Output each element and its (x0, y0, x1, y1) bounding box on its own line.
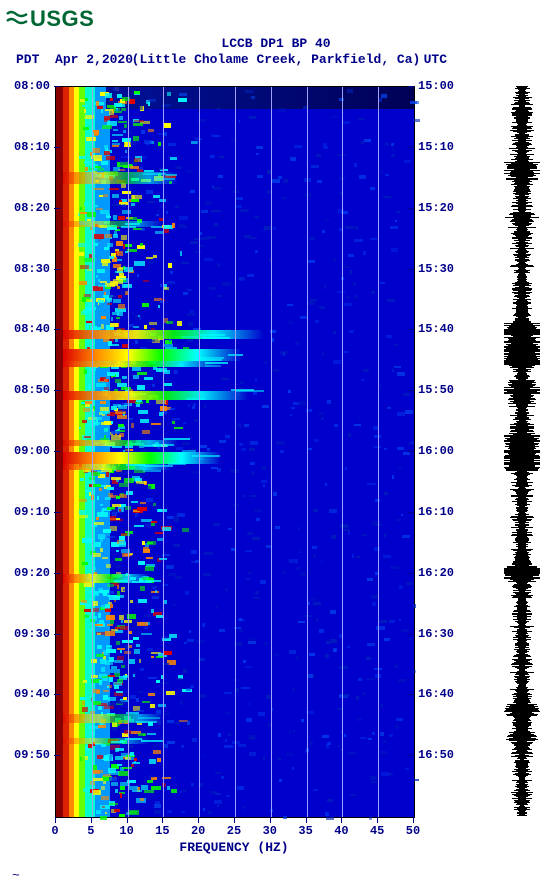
y-tick-left: 09:00 (14, 444, 54, 458)
y-tick-right: 15:00 (418, 79, 458, 93)
seismic-event (63, 452, 221, 464)
y-tick-right: 16:30 (418, 627, 458, 641)
y-tick-left: 08:00 (14, 79, 54, 93)
x-tick: 25 (227, 824, 241, 838)
seismic-event (63, 361, 221, 367)
x-tick: 15 (155, 824, 169, 838)
y-tick-left: 09:20 (14, 566, 54, 580)
tz-right-label: UTC (424, 52, 447, 67)
x-tick: 30 (263, 824, 277, 838)
chart-title: LCCB DP1 BP 40 (0, 36, 552, 51)
x-tick: 45 (370, 824, 384, 838)
x-axis-label: FREQUENCY (HZ) (55, 840, 413, 855)
y-tick-right: 16:40 (418, 687, 458, 701)
y-tick-right: 15:10 (418, 140, 458, 154)
x-tick: 40 (334, 824, 348, 838)
x-tick: 50 (406, 824, 420, 838)
y-tick-right: 16:00 (418, 444, 458, 458)
wave-icon (6, 7, 28, 33)
spec-band (56, 87, 63, 817)
x-tick: 20 (191, 824, 205, 838)
y-tick-right: 16:50 (418, 748, 458, 762)
y-tick-right: 16:10 (418, 505, 458, 519)
y-tick-right: 15:50 (418, 383, 458, 397)
chart-subtitle: (Little Cholame Creek, Parkfield, Ca) (0, 52, 552, 67)
y-tick-right: 16:20 (418, 566, 458, 580)
logo-text: USGS (30, 6, 94, 31)
x-tick: 5 (87, 824, 94, 838)
spectrogram (55, 86, 415, 818)
y-tick-right: 15:20 (418, 201, 458, 215)
seismic-event (63, 221, 163, 227)
y-tick-left: 08:10 (14, 140, 54, 154)
y-tick-left: 08:20 (14, 201, 54, 215)
y-tick-left: 09:30 (14, 627, 54, 641)
waveform-panel (504, 86, 540, 816)
y-tick-left: 08:50 (14, 383, 54, 397)
y-tick-left: 09:50 (14, 748, 54, 762)
x-tick: 10 (119, 824, 133, 838)
x-tick: 35 (298, 824, 312, 838)
y-tick-left: 08:40 (14, 322, 54, 336)
footer-mark: ~ (12, 868, 20, 883)
x-tick: 0 (51, 824, 58, 838)
y-tick-left: 09:10 (14, 505, 54, 519)
usgs-logo: USGS (6, 6, 94, 33)
y-tick-right: 15:30 (418, 262, 458, 276)
y-tick-right: 15:40 (418, 322, 458, 336)
y-tick-left: 08:30 (14, 262, 54, 276)
y-tick-left: 09:40 (14, 687, 54, 701)
